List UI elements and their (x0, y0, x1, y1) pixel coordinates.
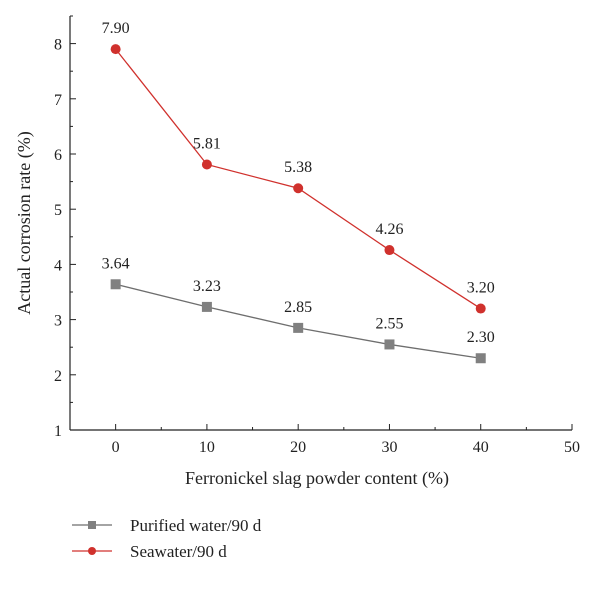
y-tick-label: 5 (54, 202, 62, 219)
data-label: 3.64 (102, 255, 130, 272)
legend-item: Purified water/90 d (72, 516, 262, 535)
y-tick-label: 3 (54, 313, 62, 330)
data-point-square (384, 339, 395, 350)
data-label: 3.20 (467, 280, 495, 297)
y-tick-label: 7 (54, 92, 62, 109)
y-tick-label: 4 (54, 257, 62, 274)
series-seawater: 7.90 5.81 5.38 4.26 3.20 (102, 20, 495, 314)
legend-label: Seawater/90 d (130, 542, 227, 561)
series-layer: 3.64 3.23 2.85 2.55 2.30 7.90 5.81 5.38 4.26 3.20 (102, 20, 495, 364)
legend-label: Purified water/90 d (130, 516, 262, 535)
x-tick-label: 0 (112, 439, 120, 456)
data-label: 5.38 (284, 159, 312, 176)
series-purified-water: 3.64 3.23 2.85 2.55 2.30 (102, 255, 495, 364)
data-point-square (475, 353, 486, 364)
x-axis-title: Ferronickel slag powder content (%) (185, 468, 449, 489)
data-point-circle (110, 44, 121, 55)
legend-marker-circle (88, 547, 96, 555)
data-point-square (293, 322, 304, 333)
data-point-circle (201, 159, 212, 170)
x-tick-label: 50 (564, 439, 580, 456)
legend-item: Seawater/90 d (72, 542, 227, 561)
data-label: 7.90 (102, 20, 130, 37)
data-point-circle (475, 303, 486, 314)
series-line (115, 48, 482, 310)
y-tick-label: 2 (54, 368, 62, 385)
data-label: 2.30 (467, 329, 495, 346)
x-tick-label: 10 (199, 439, 215, 456)
y-tick-label: 6 (54, 147, 62, 164)
y-tick-label: 8 (54, 37, 62, 54)
data-point-circle (384, 245, 395, 256)
y-tick-label: 1 (54, 423, 62, 440)
legend-marker-square (88, 521, 96, 529)
x-tick-label: 40 (473, 439, 489, 456)
data-point-square (201, 301, 212, 312)
x-tick-label: 20 (290, 439, 306, 456)
data-point-circle (293, 183, 304, 194)
data-point-square (110, 279, 121, 290)
data-label: 4.26 (375, 221, 403, 238)
data-label: 3.23 (193, 278, 221, 295)
series-line (115, 283, 481, 359)
axes: 1 2 3 4 5 6 7 8 0 10 20 30 40 50 Ferronickel slag powd… (14, 15, 580, 489)
legend: Purified water/90 d Seawater/90 d (72, 516, 262, 561)
y-axis-title: Actual corrosion rate (%) (14, 131, 35, 314)
x-tick-label: 30 (381, 439, 397, 456)
data-label: 5.81 (193, 135, 221, 152)
data-label: 2.55 (375, 315, 403, 332)
data-label: 2.85 (284, 299, 312, 316)
